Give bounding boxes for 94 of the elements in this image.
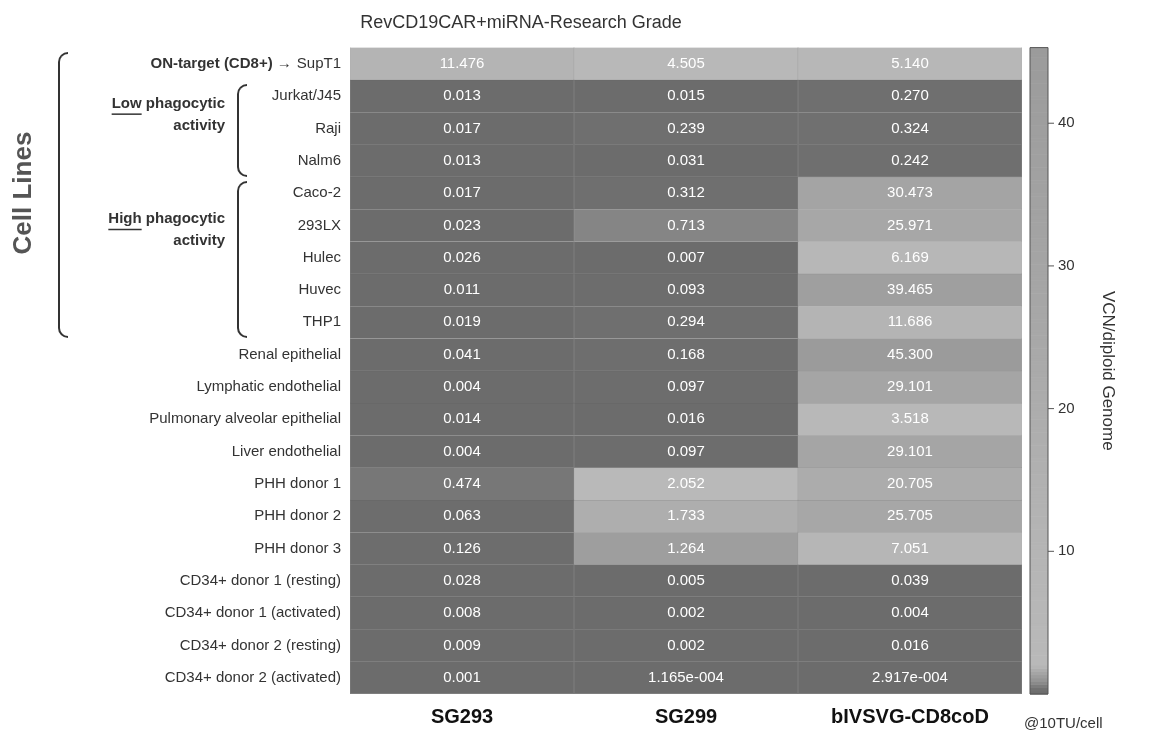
data-label: 0.013 [443,150,481,168]
data-label: 4.505 [667,53,705,71]
data-label: 25.705 [887,506,933,524]
data-label: 0.011 [443,280,481,298]
y-tick-label: Nalm6 [297,150,341,168]
data-label: 0.017 [443,183,481,201]
y-tick-label: CD34+ donor 2 (activated) [164,667,341,685]
data-label: 29.101 [887,441,933,459]
y-tick-label: Raji [315,118,341,136]
data-label: 0.063 [443,506,481,524]
data-label: 29.101 [887,377,933,395]
data-label: 0.007 [667,247,705,265]
x-tick-label: SG293 [430,704,494,727]
color-bar-label: 20 [1058,398,1075,416]
text: @10TU/cell [1024,714,1103,732]
data-label: 0.016 [667,409,705,427]
data-label: 0.474 [443,474,481,492]
y-tick-label: THP1 [302,312,341,330]
data-label: 7.051 [891,538,929,556]
text: Low phagocytic activity [111,93,226,133]
data-label: 25.971 [887,215,933,233]
x-tick-label: SG299 [654,704,718,727]
data-label: 6.169 [891,247,929,265]
data-label: 2.052 [667,474,705,492]
data-label: 0.026 [443,247,481,265]
data-label: 0.270 [891,86,929,104]
data-label: 0.023 [443,215,481,233]
text: High phagocytic activity [108,208,226,248]
y-tick-label: Liver endothelial [231,441,341,459]
y-axis-title: Cell Lines [7,131,38,255]
y-tick-label: Renal epithelial [238,344,341,362]
data-label: 30.473 [887,183,933,201]
data-label: 0.097 [667,441,705,459]
y-tick-label: Lymphatic endothelial [196,377,341,395]
data-label: 0.016 [891,635,929,653]
y-tick-label: Hulec [302,247,342,265]
data-label: 45.300 [887,344,933,362]
data-label: 0.017 [443,118,481,136]
y-tick-label: PHH donor 2 [254,506,341,524]
data-label: 20.705 [887,474,933,492]
x-tick-label: bIVSVG-CD8coD [831,704,989,727]
data-label: 0.097 [667,377,705,395]
data-label: 0.001 [443,667,481,685]
data-label: 0.324 [891,118,929,136]
data-label: 1.165e-004 [648,667,724,685]
data-label: 0.028 [443,571,481,589]
data-label: 0.039 [891,571,929,589]
data-label: 5.140 [891,53,929,71]
y-tick-label: PHH donor 1 [254,474,341,492]
data-label: 0.013 [443,86,481,104]
data-label: 0.014 [443,409,481,427]
data-label: 0.005 [667,571,705,589]
text: ON-target (CD8+) → [150,53,292,71]
data-label: 0.713 [667,215,705,233]
data-label: 0.093 [667,280,705,298]
data-label: 0.239 [667,118,705,136]
data-label: 0.002 [667,603,705,621]
y-tick-label: CD34+ donor 1 (activated) [164,603,341,621]
y-tick-label: 293LX [297,215,341,233]
data-label: 0.008 [443,603,481,621]
data-label: 0.002 [667,635,705,653]
y-tick-label: PHH donor 3 [254,538,341,556]
data-label: 0.242 [891,150,929,168]
color-bar-label: 10 [1058,541,1075,559]
y-tick-label: Huvec [298,280,342,298]
y-tick-label: Caco-2 [292,183,341,201]
data-label: 0.312 [667,183,705,201]
color-bar-label: 30 [1058,256,1075,274]
color-bar-label: 40 [1058,113,1075,131]
y-tick-label: CD34+ donor 2 (resting) [179,635,341,653]
data-label: 0.041 [443,344,481,362]
y-tick-label: CD34+ donor 1 (resting) [179,571,341,589]
y-tick-label: Jurkat/J45 [271,86,341,104]
data-label: 11.476 [439,53,485,71]
data-label: 2.917e-004 [872,667,948,685]
data-label: 0.031 [667,150,705,168]
data-label: 0.019 [443,312,481,330]
data-label: 0.294 [667,312,705,330]
color-bar-title: VCN/diploid Genome [1099,290,1119,451]
data-label: 0.004 [443,377,481,395]
data-label: 3.518 [891,409,929,427]
data-label: 0.168 [667,344,705,362]
data-label: 11.686 [887,312,933,330]
data-label: 1.264 [667,538,705,556]
data-label: 0.009 [443,635,481,653]
y-tick-label: SupT1 [296,53,341,71]
data-label: 39.465 [887,280,933,298]
data-label: 0.126 [443,538,481,556]
chart-title: RevCD19CAR+miRNA-Research Grade [360,11,682,32]
data-label: 0.015 [667,86,705,104]
data-label: 1.733 [667,506,705,524]
data-label: 0.004 [891,603,929,621]
data-label: 0.004 [443,441,481,459]
y-tick-label: Pulmonary alveolar epithelial [149,409,341,427]
